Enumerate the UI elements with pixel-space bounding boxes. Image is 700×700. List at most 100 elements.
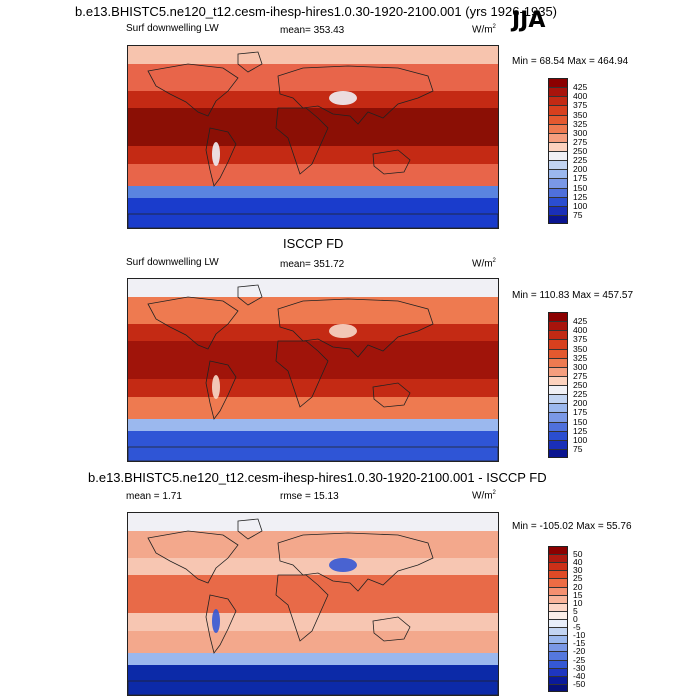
colorbar-frame [548,312,568,458]
colorbar-swatch [548,151,568,161]
map-band [128,64,498,91]
colorbar-swatch [548,659,568,668]
colorbar-swatch [548,562,568,571]
colorbar-swatch [548,421,568,431]
colorbar-label: 325 [573,118,588,129]
colorbar-swatch [548,430,568,440]
colorbar-swatch [548,610,568,619]
panel-diff-rmse: rmse = 15.13 [280,491,339,502]
map-band [128,297,498,324]
map-band [128,665,498,695]
map-band [128,513,498,531]
map-band [128,324,498,341]
map-band [128,91,498,108]
colorbar-swatch [548,96,568,106]
colorbar-label: 15 [573,589,583,600]
colorbar-swatch [548,546,568,555]
colorbar-swatch [548,619,568,628]
colorbar-label: 300 [573,127,588,138]
colorbar-label: 250 [573,380,588,390]
colorbar-label: 400 [573,325,588,336]
colorbar-frame [548,78,568,224]
panel-diff-minmax: Min = -105.02 Max = 55.76 [512,521,632,532]
panel-diff-title: b.e13.BHISTC5.ne120_t12.cesm-ihesp-hires… [88,470,547,485]
colorbar-swatch [548,375,568,385]
map-band [128,631,498,653]
colorbar-swatch [548,178,568,188]
colorbar-label: 300 [573,361,588,372]
map-band [128,419,498,431]
panel-model-variable: Surf downwelling LW [126,23,219,34]
map-band [128,397,498,419]
colorbar-swatch [548,594,568,603]
colorbar-swatch [548,448,568,458]
colorbar-swatch [548,667,568,676]
colorbar-swatch [548,627,568,636]
colorbar-label: 250 [573,146,588,156]
colorbar-label: -5 [573,622,581,633]
map-band [128,46,498,64]
coastline [277,298,434,358]
colorbar-swatch [548,394,568,404]
colorbar-label: -20 [573,646,586,657]
colorbar-label: 200 [573,164,588,175]
map-canvas [128,279,498,461]
season-label: JJA [512,8,546,33]
coastline [275,340,329,408]
colorbar-label: 150 [573,416,588,427]
colorbar-label: 75 [573,443,583,454]
coastline [147,63,239,117]
map-band [128,186,498,198]
coastline [147,296,239,350]
map-band [128,558,498,575]
map-band [128,198,498,228]
colorbar-label: 20 [573,581,583,592]
coastline [277,65,434,125]
colorbar-swatch [548,339,568,349]
colorbar-label: 375 [573,334,588,345]
coastline [128,680,498,695]
colorbar-label: 5 [573,605,578,616]
colorbar-swatch [548,366,568,376]
colorbar-label: 125 [573,425,588,436]
colorbar-swatch [548,105,568,115]
andes-region [212,375,220,399]
colorbar-label: -25 [573,654,586,665]
panel-obs-minmax: Min = 110.83 Max = 457.57 [512,290,634,301]
colorbar-swatch [548,412,568,422]
colorbar-swatch [548,403,568,413]
colorbar-label: 100 [573,434,588,445]
panel-model-minmax: Min = 68.54 Max = 464.94 [512,56,629,67]
panel-diff-units: W/m2 [472,490,496,502]
map-band [128,379,498,397]
panel-model-units: W/m2 [472,24,496,36]
colorbar-swatch [548,643,568,652]
colorbar-swatch [548,651,568,660]
colorbar-label: 225 [573,389,588,400]
coastline [275,107,329,175]
figure-title: b.e13.BHISTC5.ne120_t12.cesm-ihesp-hires… [75,4,558,19]
panel-diff-mean: mean = 1.71 [126,491,182,502]
colorbar-label: 50 [573,549,583,560]
plateau-region [329,91,357,105]
colorbar-label: -10 [573,630,586,641]
colorbar-swatch [548,635,568,644]
colorbar-swatch [548,196,568,206]
coastline [147,530,239,584]
coastline [237,51,263,73]
colorbar-label: 0 [573,614,578,624]
colorbar-label: 40 [573,557,583,568]
coastline [275,574,329,642]
colorbar-swatch [548,586,568,595]
colorbar-label: 225 [573,155,588,166]
map-band [128,279,498,297]
colorbar-label: 150 [573,182,588,193]
colorbar-label: 350 [573,109,588,120]
panel-obs-units: W/m2 [472,258,496,270]
colorbar-label: 30 [573,565,583,576]
colorbar-swatch [548,187,568,197]
map-canvas [128,46,498,228]
colorbar-swatch [548,357,568,367]
coastline [277,532,434,592]
colorbar-label: 275 [573,136,588,147]
